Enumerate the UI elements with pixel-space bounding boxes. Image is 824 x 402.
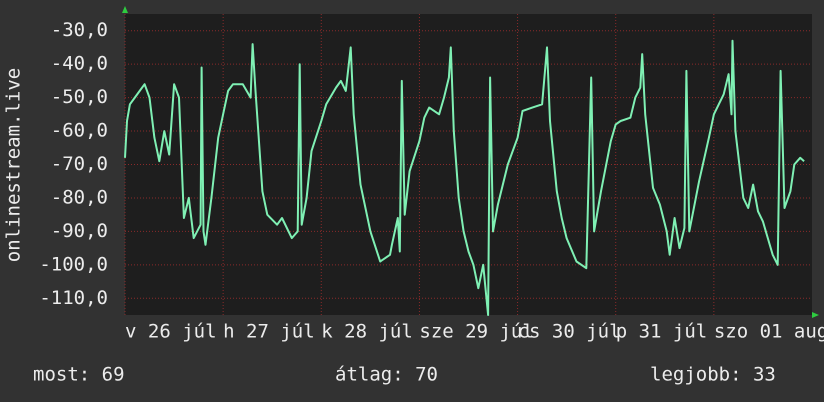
- plot-area: [125, 14, 812, 315]
- line: [124, 39, 805, 316]
- x-tick-label: v 26 júl: [125, 321, 217, 343]
- x-tick-label: h 27 júl: [223, 321, 315, 343]
- x-tick-label: cs 30 júl: [518, 321, 621, 343]
- y-tick-label: -40,0: [51, 53, 108, 75]
- y-tick-label: -100,0: [39, 253, 108, 275]
- y-tick-label: -90,0: [51, 220, 108, 242]
- y-tick-label: -110,0: [39, 287, 108, 309]
- x-tick-label: szo 01 aug: [714, 321, 824, 343]
- stat-label: átlag: 70: [335, 364, 438, 386]
- x-tick-label: k 28 júl: [321, 321, 413, 343]
- y-tick-label: -60,0: [51, 120, 108, 142]
- axis-arrow: [122, 6, 128, 13]
- x-tick-label: sze 29 júl: [419, 321, 533, 343]
- axis-arrow: [812, 312, 819, 318]
- y-tick-label: -50,0: [51, 86, 108, 108]
- stat-label: legjobb: 33: [650, 364, 776, 386]
- y-tick-label: -80,0: [51, 186, 108, 208]
- y-axis-label: onlinestream.live: [3, 68, 25, 262]
- x-tick-label: p 31 júl: [616, 321, 708, 343]
- stat-label: most: 69: [33, 364, 125, 386]
- y-tick-label: -30,0: [51, 19, 108, 41]
- y-tick-label: -70,0: [51, 153, 108, 175]
